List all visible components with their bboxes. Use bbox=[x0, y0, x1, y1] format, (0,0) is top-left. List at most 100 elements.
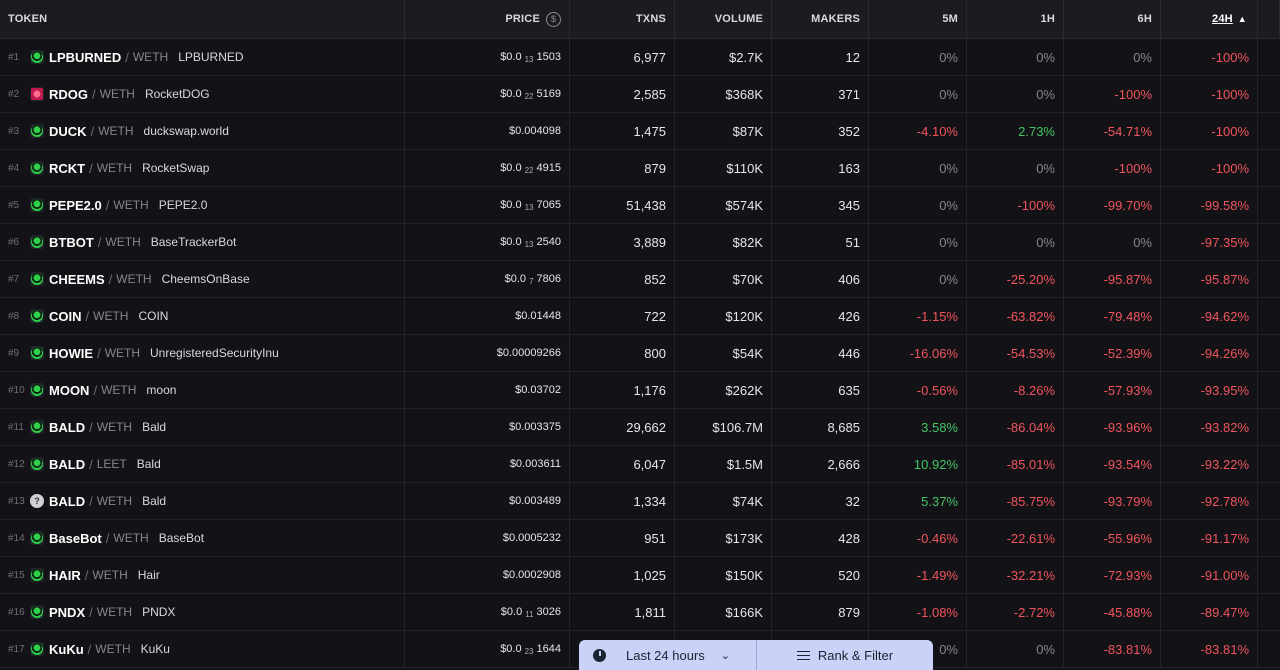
cell-token[interactable]: #13 ? BALD / WETH Bald bbox=[0, 483, 405, 519]
token-symbol: CHEEMS bbox=[49, 271, 105, 287]
dollar-icon[interactable]: $ bbox=[546, 11, 561, 27]
timeframe-selector[interactable]: Last 24 hours ⌄ bbox=[579, 640, 757, 670]
table-row[interactable]: #4 RCKT / WETH RocketSwap $0.0 22 4915 879… bbox=[0, 150, 1280, 187]
table-row[interactable]: #9 HOWIE / WETH UnregisteredSecurityInu … bbox=[0, 335, 1280, 372]
header-label-txns: TXNS bbox=[635, 13, 666, 25]
price-value: $0.0 22 4915 bbox=[500, 162, 561, 175]
change-24h: -93.82% bbox=[1200, 419, 1249, 435]
quote-symbol: WETH bbox=[99, 87, 135, 101]
table-row[interactable]: #11 BALD / WETH Bald $0.003375 29,662 $1… bbox=[0, 409, 1280, 446]
col-1h-header[interactable]: 1H bbox=[967, 0, 1064, 38]
table-row[interactable]: #15 HAIR / WETH Hair $0.0002908 1,025 $1… bbox=[0, 557, 1280, 594]
table-row[interactable]: #13 ? BALD / WETH Bald $0.003489 1,334 $… bbox=[0, 483, 1280, 520]
table-row[interactable]: #14 BaseBot / WETH BaseBot $0.0005232 95… bbox=[0, 520, 1280, 557]
token-logo-mark bbox=[31, 51, 43, 63]
col-volume-header[interactable]: VOLUME bbox=[675, 0, 772, 38]
rank-label: #8 bbox=[8, 310, 20, 322]
rank-filter-button[interactable]: Rank & Filter bbox=[757, 640, 933, 670]
price-value: $0.0 13 7065 bbox=[500, 199, 561, 212]
change-24h: -100% bbox=[1211, 86, 1249, 102]
cell-token[interactable]: #2 RDOG / WETH RocketDOG bbox=[0, 76, 405, 112]
table-row[interactable]: #1 LPBURNED / WETH LPBURNED $0.0 13 1503 6… bbox=[0, 39, 1280, 76]
row-spacer bbox=[1258, 261, 1280, 297]
table-row[interactable]: #3 DUCK / WETH duckswap.world $0.004098 … bbox=[0, 113, 1280, 150]
cell-token[interactable]: #6 BTBOT / WETH BaseTrackerBot bbox=[0, 224, 405, 260]
table-row[interactable]: #6 BTBOT / WETH BaseTrackerBot $0.0 13 254… bbox=[0, 224, 1280, 261]
price-digits: 4915 bbox=[536, 161, 561, 174]
col-price-header[interactable]: PRICE $ bbox=[405, 0, 570, 38]
token-logo-icon bbox=[30, 642, 44, 656]
col-24h-header[interactable]: 24H ▲ bbox=[1161, 0, 1258, 38]
cell-token[interactable]: #10 MOON / WETH moon bbox=[0, 372, 405, 408]
quote-symbol: WETH bbox=[96, 161, 133, 175]
table-row[interactable]: #8 COIN / WETH COIN $0.01448 722 $120K 4… bbox=[0, 298, 1280, 335]
change-1h: -85.01% bbox=[1006, 456, 1055, 472]
col-5m-header[interactable]: 5M bbox=[869, 0, 967, 38]
change-24h: -83.81% bbox=[1200, 641, 1249, 657]
cell-token[interactable]: #15 HAIR / WETH Hair bbox=[0, 557, 405, 593]
makers-value: 352 bbox=[838, 123, 860, 139]
cell-6h: -95.87% bbox=[1064, 261, 1161, 297]
cell-24h: -94.26% bbox=[1161, 335, 1258, 371]
header-label-6h: 6H bbox=[1137, 13, 1152, 25]
change-5m: 3.58% bbox=[921, 419, 958, 435]
change-5m: 5.37% bbox=[921, 493, 958, 509]
table-row[interactable]: #10 MOON / WETH moon $0.03702 1,176 $262… bbox=[0, 372, 1280, 409]
price-value: $0.003611 bbox=[510, 458, 561, 470]
cell-5m: 5.37% bbox=[869, 483, 967, 519]
header-label-makers: MAKERS bbox=[811, 13, 860, 25]
cell-24h: -93.22% bbox=[1161, 446, 1258, 482]
cell-token[interactable]: #17 KuKu / WETH KuKu bbox=[0, 631, 405, 667]
table-row[interactable]: #12 BALD / LEET Bald $0.003611 6,047 $1.… bbox=[0, 446, 1280, 483]
cell-6h: -100% bbox=[1064, 76, 1161, 112]
token-logo-icon bbox=[30, 235, 44, 249]
cell-volume: $173K bbox=[675, 520, 772, 556]
pair-separator: / bbox=[84, 567, 89, 583]
table-row[interactable]: #5 PEPE2.0 / WETH PEPE2.0 $0.0 13 7065 51,… bbox=[0, 187, 1280, 224]
cell-token[interactable]: #5 PEPE2.0 / WETH PEPE2.0 bbox=[0, 187, 405, 223]
table-row[interactable]: #2 RDOG / WETH RocketDOG $0.0 22 5169 2,58… bbox=[0, 76, 1280, 113]
token-symbol: BALD bbox=[49, 456, 86, 472]
token-name: COIN bbox=[138, 309, 169, 323]
table-row[interactable]: #16 PNDX / WETH PNDX $0.0 11 3026 1,811 $1… bbox=[0, 594, 1280, 631]
cell-5m: -1.08% bbox=[869, 594, 967, 630]
col-token-header[interactable]: TOKEN bbox=[0, 0, 405, 38]
cell-token[interactable]: #11 BALD / WETH Bald bbox=[0, 409, 405, 445]
cell-token[interactable]: #4 RCKT / WETH RocketSwap bbox=[0, 150, 405, 186]
cell-6h: -79.48% bbox=[1064, 298, 1161, 334]
sliders-icon bbox=[796, 650, 810, 661]
cell-token[interactable]: #8 COIN / WETH COIN bbox=[0, 298, 405, 334]
change-1h: 0% bbox=[1036, 160, 1055, 176]
token-name: duckswap.world bbox=[143, 124, 229, 138]
cell-token[interactable]: #12 BALD / LEET Bald bbox=[0, 446, 405, 482]
cell-token[interactable]: #1 LPBURNED / WETH LPBURNED bbox=[0, 39, 405, 75]
makers-value: 879 bbox=[838, 604, 860, 620]
token-name: BaseBot bbox=[158, 531, 205, 545]
change-6h: -55.96% bbox=[1103, 530, 1152, 546]
change-6h: -100% bbox=[1114, 160, 1152, 176]
col-makers-header[interactable]: MAKERS bbox=[772, 0, 869, 38]
timeframe-label: Last 24 hours bbox=[626, 647, 705, 663]
price-value: $0.0 11 3026 bbox=[501, 606, 561, 619]
cell-24h: -100% bbox=[1161, 113, 1258, 149]
rank-label: #13 bbox=[8, 495, 25, 507]
cell-5m: 0% bbox=[869, 39, 967, 75]
cell-token[interactable]: #14 BaseBot / WETH BaseBot bbox=[0, 520, 405, 556]
table-row[interactable]: #7 CHEEMS / WETH CheemsOnBase $0.0 7 7806 … bbox=[0, 261, 1280, 298]
quote-symbol: WETH bbox=[95, 642, 131, 656]
rank-label: #16 bbox=[8, 606, 25, 618]
cell-txns: 879 bbox=[570, 150, 675, 186]
col-txns-header[interactable]: TXNS bbox=[570, 0, 675, 38]
col-6h-header[interactable]: 6H bbox=[1064, 0, 1161, 38]
change-6h: 0% bbox=[1133, 49, 1152, 65]
cell-token[interactable]: #3 DUCK / WETH duckswap.world bbox=[0, 113, 405, 149]
price-digits: 5169 bbox=[536, 87, 561, 100]
price-prefix: $0.003489 bbox=[509, 495, 561, 507]
volume-value: $368K bbox=[725, 86, 763, 102]
cell-24h: -97.35% bbox=[1161, 224, 1258, 260]
cell-token[interactable]: #7 CHEEMS / WETH CheemsOnBase bbox=[0, 261, 405, 297]
cell-token[interactable]: #16 PNDX / WETH PNDX bbox=[0, 594, 405, 630]
cell-volume: $87K bbox=[675, 113, 772, 149]
price-value: $0.004098 bbox=[509, 125, 561, 137]
cell-token[interactable]: #9 HOWIE / WETH UnregisteredSecurityInu bbox=[0, 335, 405, 371]
